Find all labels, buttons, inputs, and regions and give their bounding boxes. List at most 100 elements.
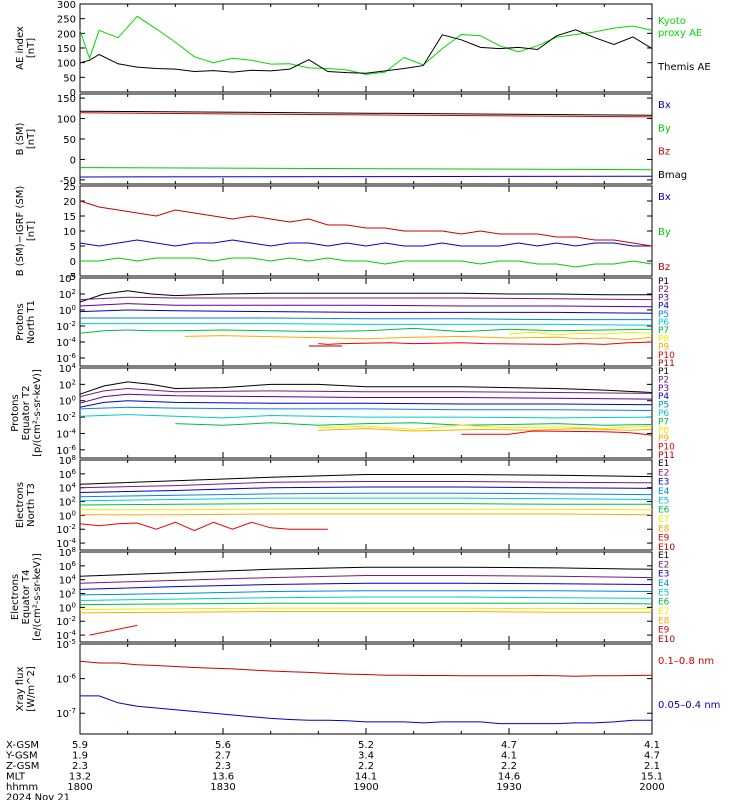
ephemeris-value: 3.4: [358, 751, 374, 762]
series-line-p8: [508, 331, 653, 336]
ephemeris-value: 2.1: [644, 761, 660, 772]
legend-entry: P7: [658, 326, 669, 336]
series-line-e3: [79, 486, 653, 493]
panel-frame: [79, 459, 653, 551]
ephemeris-value: 5.2: [358, 740, 374, 751]
series-line-p4: [79, 400, 653, 408]
series-line-e6: [79, 602, 653, 606]
series-line-0-1-0-8-nm: [79, 660, 653, 677]
y-tick-label: 106: [59, 468, 77, 481]
series-line-bx: [79, 175, 653, 178]
legend-entry: P9: [658, 343, 669, 353]
ephemeris-row-label: X-GSM: [6, 740, 39, 751]
series-line-e7: [80, 508, 653, 511]
series-line-p1: [79, 381, 653, 395]
ephemeris-value: 2.2: [501, 761, 517, 772]
series-line-p8: [318, 424, 653, 430]
y-axis-label: [e/(cm²-s-sr-keV)]: [32, 553, 43, 641]
y-axis-label: Protons: [10, 394, 21, 431]
series-line-bz: [79, 200, 653, 247]
series-line-p9: [318, 427, 653, 432]
panel-3: 25 20 15 10 5 0 -5 B (SM)−IGRF (SM) [nT] Bx By Bz: [15, 182, 671, 283]
ephemeris-value: 5.6: [215, 740, 231, 751]
ephemeris-value: 13.6: [212, 772, 234, 783]
series-line-p1: [79, 290, 652, 303]
series-line-p3: [79, 393, 653, 404]
legend-entry: E3: [658, 478, 669, 488]
y-axis-label: B (SM)−IGRF (SM): [15, 186, 26, 277]
y-tick-label: 0: [70, 257, 76, 268]
y-tick-label: 0: [70, 88, 76, 99]
legend-entry: By: [658, 227, 671, 238]
ephemeris-value: 4.1: [501, 751, 517, 762]
series-line-e8: [80, 513, 653, 516]
y-tick-label: 10-4: [56, 629, 76, 642]
panel-frame: [79, 643, 653, 735]
legend-entry: E6: [658, 598, 670, 608]
legend-entry: E1: [658, 551, 669, 561]
series-line-p4: [79, 309, 653, 314]
series-line-p10: [318, 341, 653, 345]
series-line-e9: [79, 521, 328, 532]
series-line-bmag: [79, 110, 653, 116]
y-tick-label: 150: [57, 44, 76, 55]
ephemeris-value: 1800: [67, 782, 92, 793]
series-line-e2: [79, 575, 653, 584]
y-tick-label: 25: [63, 182, 76, 193]
ephemeris-value: 15.1: [641, 772, 663, 783]
legend-entry: E10: [658, 543, 675, 553]
y-tick-label: 104: [59, 272, 77, 285]
series-line-p6: [80, 323, 653, 326]
y-axis-label: [p/(cm²-s-sr-keV)]: [32, 369, 43, 457]
y-tick-label: 10-2: [56, 411, 76, 424]
y-tick-label: 100: [57, 115, 76, 126]
series-line-e9: [89, 624, 138, 636]
legend-entry: P4: [658, 302, 669, 312]
series-line-p2: [79, 296, 653, 301]
ephemeris-value: 2.3: [215, 761, 231, 772]
ephemeris-value: 14.1: [355, 772, 377, 783]
legend-entry: P5: [658, 401, 669, 411]
y-tick-label: 50: [63, 73, 76, 84]
legend-entry: Bz: [658, 147, 670, 158]
series-line-p5: [79, 406, 653, 411]
legend-entry: E3: [658, 570, 669, 580]
legend-entry: E10: [658, 635, 675, 645]
y-tick-label: 10-4: [56, 537, 76, 550]
series-line-e1: [79, 474, 653, 485]
y-tick-label: 100: [59, 601, 76, 614]
y-tick-label: 108: [59, 546, 76, 559]
legend-entry: E7: [658, 607, 669, 617]
legend-entry: 0.1–0.8 nm: [658, 656, 714, 667]
y-tick-label: 106: [59, 560, 77, 573]
legend-entry: Kyoto: [658, 16, 686, 27]
series-line-e3: [79, 582, 653, 590]
series-line-p2: [79, 387, 653, 398]
y-tick-label: 104: [59, 482, 77, 495]
y-tick-label: 10-4: [56, 336, 76, 349]
legend-entry: E5: [658, 496, 669, 506]
y-axis-label: Xray flux: [15, 667, 26, 712]
y-tick-label: 10-2: [56, 523, 76, 536]
y-axis-label: Protons: [15, 303, 26, 340]
ephemeris-value: 2.7: [215, 751, 231, 762]
legend-entry: E4: [658, 579, 670, 589]
series-line-kyoto-proxy-ae: [79, 15, 653, 75]
legend-entry: E2: [658, 560, 669, 570]
series-line-e7: [79, 607, 652, 610]
y-tick-label: 15: [63, 212, 76, 223]
panel-2: 150 100 50 0 -50 B (SM) [nT] Bx By Bz Bmag: [15, 93, 687, 187]
legend-entry: E1: [658, 459, 669, 469]
legend-entry: E9: [658, 534, 670, 544]
series-line-p3: [79, 303, 653, 308]
legend-entry: P5: [658, 310, 669, 320]
series-line-e8: [79, 611, 652, 614]
series-line-p10: [461, 430, 653, 436]
y-axis-label: Electrons: [15, 482, 26, 528]
y-tick-label: 10: [63, 227, 76, 238]
y-tick-label: 102: [59, 288, 76, 301]
y-tick-label: 20: [63, 197, 76, 208]
